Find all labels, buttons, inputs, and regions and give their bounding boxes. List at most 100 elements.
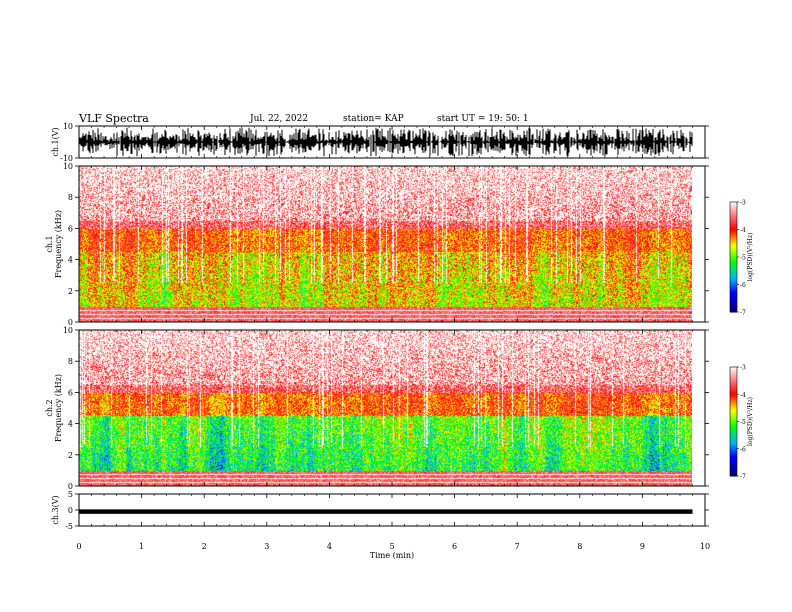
ch1-spectrogram-ylabel: Frequency (kHz) — [54, 210, 63, 278]
ch1-colorbar-swatch — [730, 203, 737, 207]
ch2-colorbar-swatch — [730, 377, 737, 381]
ch3-ytick-label: 0 — [68, 506, 73, 515]
ch2-colorbar-swatch — [730, 401, 737, 404]
x-tick-label: 2 — [202, 542, 207, 551]
ch2-colorbar-swatch — [730, 459, 737, 462]
ch2-colorbar-swatch — [730, 390, 737, 393]
ch1-colorbar-tick-label: -5 — [740, 255, 746, 262]
ch2-colorbar-tick-label: -6 — [740, 446, 746, 453]
ch3-trace — [79, 509, 693, 514]
ch2-colorbar-tick-label: -7 — [740, 474, 746, 481]
ch2-colorbar-swatch — [730, 397, 737, 401]
ch2-colorbar-swatch — [730, 367, 737, 370]
ch2-colorbar-swatch — [730, 405, 737, 408]
ch2-colorbar-swatch — [730, 383, 737, 386]
ch1-spectrogram-image — [79, 166, 692, 322]
ch1-colorbar-tick-label: -4 — [740, 227, 746, 234]
ch2-colorbar-swatch — [730, 416, 737, 419]
ch2-colorbar-swatch — [730, 425, 737, 428]
ch2-spectrogram-ytick-label: 10 — [63, 326, 73, 335]
ch1-spectrogram-panel: 0 2 4 6 8 10 ch.1 Frequency (kHz) — [45, 162, 709, 327]
ch2-colorbar-swatch — [730, 461, 737, 464]
ch1-colorbar-swatch — [730, 244, 737, 247]
ch1-colorbar-swatch — [730, 302, 737, 306]
ch1-colorbar-swatch — [730, 224, 737, 227]
ch2-colorbar-swatch — [730, 468, 737, 472]
ch2-colorbar-swatch — [730, 399, 737, 403]
ch1-colorbar-swatch — [730, 280, 737, 284]
x-tick-label: 0 — [76, 542, 81, 551]
ch2-colorbar-swatch — [730, 417, 737, 421]
ch1-colorbar-swatch — [730, 211, 737, 214]
ch1-colorbar-swatch — [730, 249, 737, 252]
ch2-colorbar-swatch — [730, 430, 737, 433]
ch1-colorbar-swatch — [730, 301, 737, 304]
ch2-colorbar-swatch — [730, 412, 737, 415]
ch1-colorbar-swatch — [730, 233, 737, 236]
ch1-colorbar-swatch — [730, 282, 737, 285]
x-axis-label: Time (min) — [370, 551, 414, 560]
ch2-colorbar-swatch — [730, 445, 737, 448]
ch1-colorbar-swatch — [730, 266, 737, 269]
ch1-colorbar-swatch — [730, 229, 737, 232]
ch1-colorbar-swatch — [730, 238, 737, 241]
ch2-colorbar-swatch — [730, 372, 737, 375]
ch1-colorbar-swatch — [730, 286, 737, 289]
ch2-colorbar-swatch — [730, 408, 737, 412]
ch1-colorbar-swatch — [730, 273, 737, 276]
ch2-colorbar-swatch — [730, 392, 737, 395]
ch2-colorbar-swatch — [730, 439, 737, 442]
ch1-spectrogram-ytick-label: 6 — [68, 224, 73, 233]
x-tick-label: 6 — [452, 542, 457, 551]
ch1-trace — [79, 127, 693, 157]
ch1-colorbar-swatch — [730, 231, 737, 234]
ch1-colorbar-swatch — [730, 304, 737, 307]
ch2-colorbar-swatch — [730, 457, 737, 461]
ch2-colorbar-swatch — [730, 443, 737, 446]
ch1-colorbar-swatch — [730, 240, 737, 243]
ch1-colorbar-swatch — [730, 264, 737, 267]
ch1-ytick-label: 10 — [63, 122, 73, 131]
ch2-colorbar-swatch — [730, 368, 737, 372]
ch1-colorbar-tick-label: -6 — [740, 282, 746, 289]
ch2-colorbar-swatch — [730, 406, 737, 410]
ch2-colorbar-swatch — [730, 376, 737, 379]
ch2-spectrogram-ytick-label: 8 — [68, 357, 73, 366]
ch1-colorbar-label: log(PSD)(V²/Hz) — [747, 233, 754, 282]
ch1-spectrogram-ytick-label: 0 — [68, 318, 73, 327]
ch2-colorbar-swatch — [730, 379, 737, 383]
figure-title: VLF Spectra — [79, 112, 149, 125]
ch1-colorbar-swatch — [730, 218, 737, 221]
ch2-colorbar-swatch — [730, 448, 737, 452]
date-label: Jul. 22, 2022 — [250, 114, 309, 124]
ch2-colorbar-swatch — [730, 436, 737, 439]
start-time-label: start UT = 19: 50: 1 — [437, 114, 529, 124]
x-tick-label: 3 — [264, 542, 269, 551]
ch2-colorbar-swatch — [730, 450, 737, 453]
ch1-colorbar-tick-label: -7 — [740, 310, 746, 317]
ch1-spectrogram-ytick-label: 2 — [68, 287, 73, 296]
ch2-colorbar-swatch — [730, 410, 737, 413]
ch2-spectrogram-image — [79, 330, 692, 486]
ch1-colorbar-swatch — [730, 246, 737, 249]
ch1-colorbar-swatch — [730, 242, 737, 245]
ch2-colorbar-swatch — [730, 386, 737, 390]
ch1-colorbar-swatch — [730, 202, 737, 205]
ch1-colorbar-swatch — [730, 291, 737, 295]
x-tick-label: 8 — [577, 542, 582, 551]
ch1-colorbar-swatch — [730, 247, 737, 251]
ch1-colorbar-swatch — [730, 214, 737, 218]
ch2-colorbar-swatch — [730, 370, 737, 373]
ch1-spectrogram-ylabel: ch.1 — [45, 235, 54, 252]
ch2-colorbar-swatch — [730, 466, 737, 470]
ch1-colorbar-swatch — [730, 225, 737, 229]
ch2-colorbar-swatch — [730, 472, 737, 475]
ch2-colorbar-swatch — [730, 465, 737, 468]
ch2-colorbar-swatch — [730, 381, 737, 384]
ch2-colorbar: -3 -4 -5 -6 -7 log(PSD)(V²/Hz) — [729, 365, 754, 481]
ch1-colorbar-swatch — [730, 275, 737, 278]
ch2-spectrogram-ylabel: Frequency (kHz) — [54, 374, 63, 442]
ch1-ylabel: ch.1(V) — [51, 127, 60, 156]
